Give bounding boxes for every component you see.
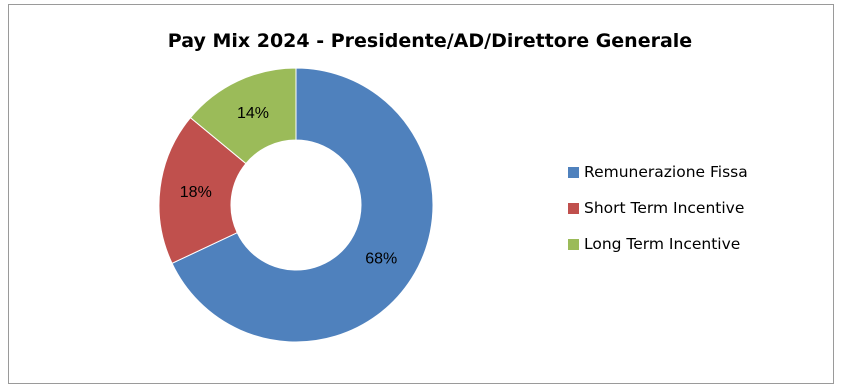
legend-label: Long Term Incentive xyxy=(584,235,741,253)
donut-slice-long-term-incentive xyxy=(189,67,297,165)
data-label: 14% xyxy=(237,105,269,122)
chart-title: Pay Mix 2024 - Presidente/AD/Direttore G… xyxy=(167,30,693,52)
legend-label: Short Term Incentive xyxy=(584,199,745,217)
legend-item-remunerazione-fissa: Remunerazione Fissa xyxy=(568,154,748,190)
legend-label: Remunerazione Fissa xyxy=(584,163,748,181)
legend-item-long-term-incentive: Long Term Incentive xyxy=(568,226,748,262)
legend-swatch xyxy=(568,238,579,250)
legend-swatch xyxy=(568,202,579,214)
donut-slice-short-term-incentive xyxy=(158,116,247,264)
data-label: 18% xyxy=(180,184,212,201)
donut-slice-remunerazione-fissa xyxy=(171,67,434,343)
legend-swatch xyxy=(568,166,579,178)
data-label: 68% xyxy=(365,251,397,268)
legend: Remunerazione Fissa Short Term Incentive… xyxy=(568,154,748,262)
legend-item-short-term-incentive: Short Term Incentive xyxy=(568,190,748,226)
